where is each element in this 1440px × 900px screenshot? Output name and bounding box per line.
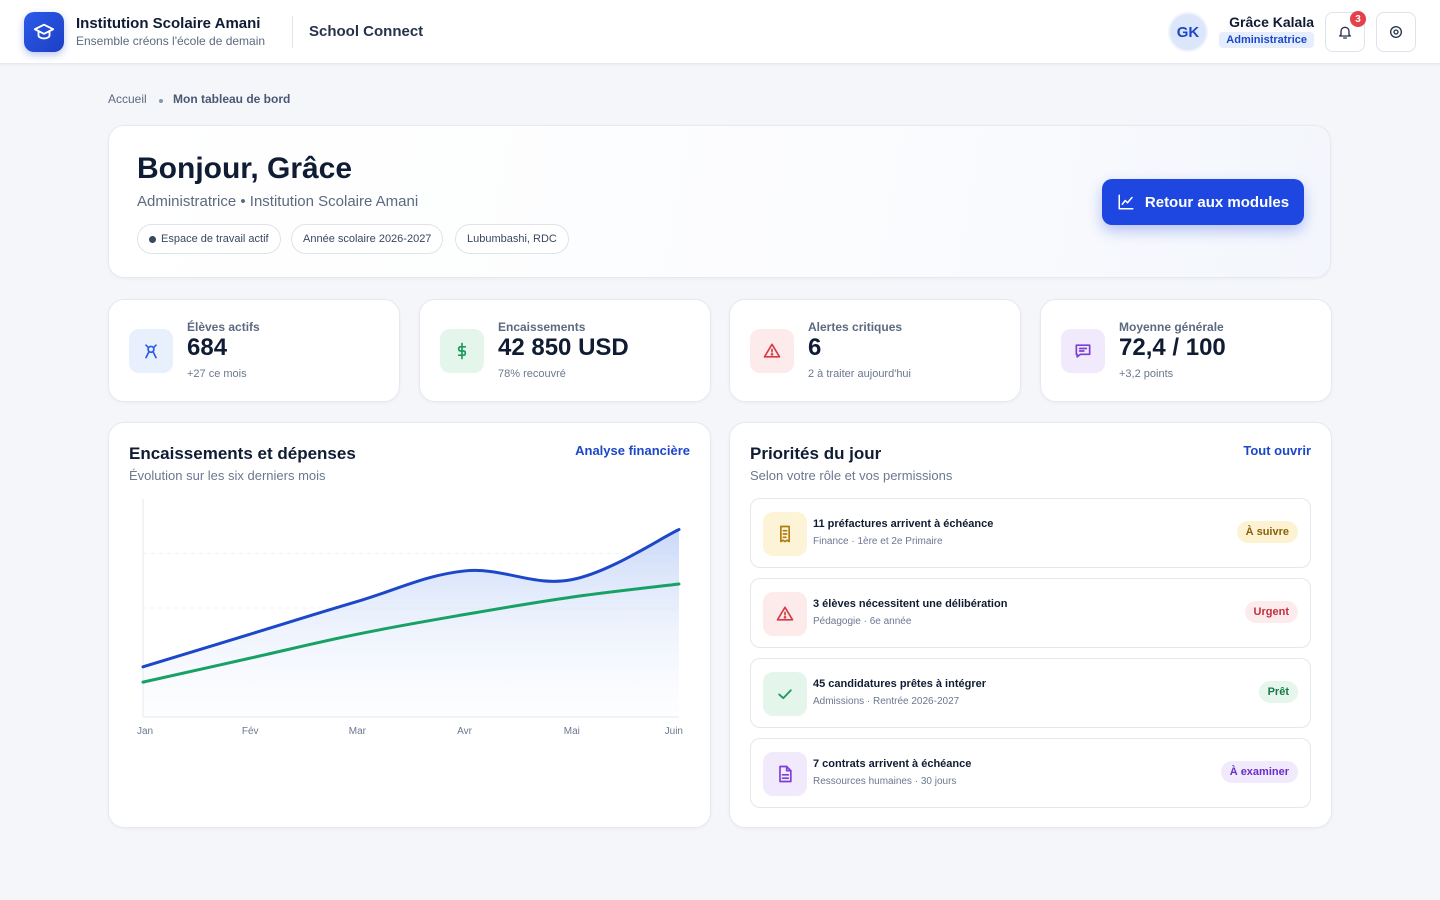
stat-note: 78% recouvré [498, 368, 566, 380]
priority-subtitle: Finance · 1ère et 2e Primaire [813, 536, 943, 547]
alert-icon [750, 329, 794, 373]
priority-item[interactable]: 7 contrats arrivent à échéance Ressource… [750, 738, 1311, 808]
priority-item[interactable]: 3 élèves nécessitent une délibération Pé… [750, 578, 1311, 648]
x-tick-label: Mar [349, 726, 367, 737]
stat-note: 2 à traiter aujourd'hui [808, 368, 911, 380]
x-tick-label: Avr [457, 726, 472, 737]
stat-value: 6 [808, 334, 822, 361]
chip-label: Année scolaire 2026-2027 [303, 233, 432, 245]
stat-label: Alertes critiques [808, 320, 903, 334]
priority-title: 3 élèves nécessitent une délibération [813, 598, 1008, 610]
settings-icon [1390, 26, 1402, 38]
x-tick-label: Jan [137, 726, 153, 737]
institution-tagline: Ensemble créons l'école de demain [76, 34, 266, 48]
stat-label: Élèves actifs [187, 320, 260, 334]
priority-item[interactable]: 11 préfactures arrivent à échéance Finan… [750, 498, 1311, 568]
chip-label: Espace de travail actif [161, 233, 269, 245]
panel-title: Priorités du jour [750, 444, 882, 463]
priorities-panel: Priorités du jour Selon votre rôle et vo… [729, 422, 1332, 828]
settings-button[interactable] [1376, 12, 1416, 52]
stat-card-average[interactable]: Moyenne générale 72,4 / 100 +3,2 points [1040, 299, 1332, 402]
page-subtitle: Administratrice • Institution Scolaire A… [137, 193, 419, 210]
x-tick-label: Mai [564, 726, 580, 737]
priority-subtitle: Ressources humaines · 30 jours [813, 776, 957, 787]
invoice-icon [763, 512, 807, 556]
status-badge: Prêt [1258, 681, 1298, 703]
panel-subtitle: Évolution sur les six derniers mois [129, 468, 326, 483]
status-badge: À suivre [1236, 521, 1298, 543]
priority-subtitle: Admissions · Rentrée 2026-2027 [813, 696, 960, 707]
dollar-icon [440, 329, 484, 373]
graduation-cap-icon[interactable] [24, 12, 64, 52]
top-bar: Institution Scolaire Amani Ensemble créo… [0, 0, 1440, 64]
breadcrumb-separator [159, 99, 163, 103]
series-line [141, 582, 681, 684]
chip-label: Lubumbashi, RDC [467, 233, 557, 245]
finance-area-chart: Jan Fév Mar Avr Mai Juin [137, 499, 683, 737]
status-dot-icon [149, 235, 156, 243]
x-tick-label: Juin [665, 726, 683, 737]
breadcrumb-home[interactable]: Accueil [108, 92, 147, 106]
priority-title: 11 préfactures arrivent à échéance [813, 518, 994, 530]
stat-value: 42 850 USD [498, 334, 629, 361]
report-icon [1061, 329, 1105, 373]
alert-icon [763, 592, 807, 636]
stat-label: Encaissements [498, 320, 586, 334]
x-tick-label: Fév [242, 726, 259, 737]
chip-workspace-status: Espace de travail actif [137, 224, 281, 254]
status-badge: Urgent [1244, 601, 1298, 623]
stat-card-alerts[interactable]: Alertes critiques 6 2 à traiter aujourd'… [729, 299, 1021, 402]
bell-icon [1339, 26, 1351, 39]
user-name: Grâce Kalala [1229, 14, 1314, 30]
student-icon [129, 329, 173, 373]
finance-chart-panel: Encaissements et dépenses Évolution sur … [108, 422, 711, 828]
cta-label: Retour aux modules [1144, 193, 1290, 211]
check-icon [763, 672, 807, 716]
page-title: Bonjour, Grâce [137, 152, 353, 185]
panel-title: Encaissements et dépenses [129, 444, 356, 463]
document-icon [763, 752, 807, 796]
header-divider [292, 16, 293, 48]
back-to-modules-button[interactable]: Retour aux modules [1102, 179, 1304, 225]
stat-note: +3,2 points [1119, 368, 1174, 380]
priority-item[interactable]: 45 candidatures prêtes à intégrer Admiss… [750, 658, 1311, 728]
stat-value: 72,4 / 100 [1119, 334, 1226, 361]
institution-name: Institution Scolaire Amani [76, 15, 261, 32]
priority-subtitle: Pédagogie · 6e année [813, 616, 912, 627]
chart-line-icon [1118, 194, 1134, 210]
priority-title: 45 candidatures prêtes à intégrer [813, 678, 987, 690]
notification-count-badge: 3 [1350, 11, 1366, 27]
stat-value: 684 [187, 334, 228, 361]
stat-card-collections[interactable]: Encaissements 42 850 USD 78% recouvré [419, 299, 711, 402]
priority-title: 7 contrats arrivent à échéance [813, 758, 972, 770]
open-all-link[interactable]: Tout ouvrir [1243, 443, 1311, 458]
avatar[interactable]: GK [1168, 12, 1208, 52]
stat-label: Moyenne générale [1119, 320, 1224, 334]
financial-analysis-link[interactable]: Analyse financière [575, 443, 690, 458]
chip-location: Lubumbashi, RDC [455, 224, 569, 254]
series-line [141, 528, 681, 669]
breadcrumb-current: Mon tableau de bord [173, 92, 291, 106]
stat-note: +27 ce mois [187, 368, 247, 380]
app-name: School Connect [309, 23, 424, 40]
panel-subtitle: Selon votre rôle et vos permissions [750, 468, 953, 483]
stat-card-students[interactable]: Élèves actifs 684 +27 ce mois [108, 299, 400, 402]
status-badge: À examiner [1220, 761, 1298, 783]
user-role-badge: Administratrice [1219, 32, 1314, 48]
welcome-card: Bonjour, Grâce Administratrice • Institu… [108, 125, 1331, 278]
chip-school-year: Année scolaire 2026-2027 [291, 224, 444, 254]
